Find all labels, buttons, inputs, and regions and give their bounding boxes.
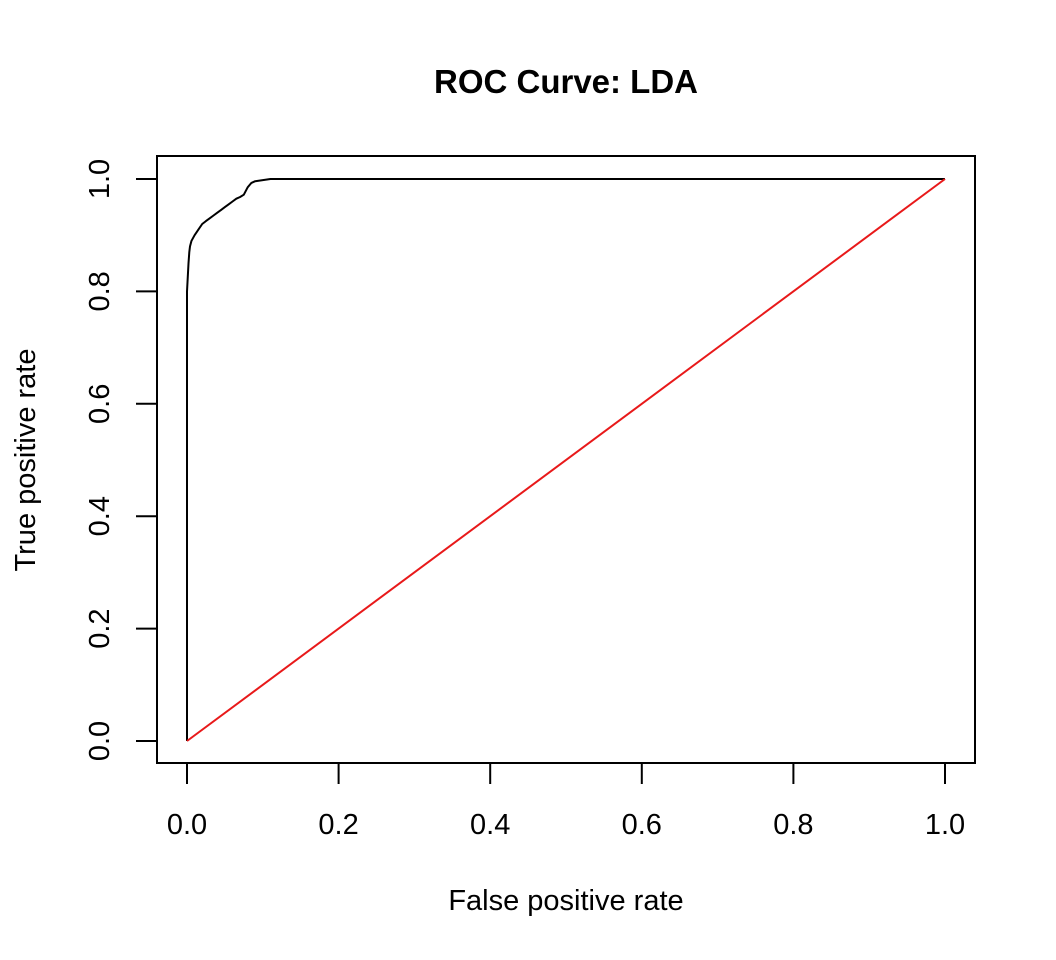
roc-curve-line bbox=[186, 178, 945, 741]
y-tick-label: 0.4 bbox=[84, 496, 116, 536]
x-tick-label: 0.8 bbox=[773, 809, 813, 841]
x-tick-label: 0.4 bbox=[470, 809, 510, 841]
y-axis: 0.0 0.2 0.4 0.6 0.8 1.0 bbox=[84, 159, 158, 761]
y-tick-label: 1.0 bbox=[84, 159, 116, 199]
x-axis: 0.0 0.2 0.4 0.6 0.8 1.0 bbox=[167, 762, 965, 841]
x-tick-label: 0.0 bbox=[167, 809, 207, 841]
x-tick-label: 0.2 bbox=[318, 809, 358, 841]
x-tick-label: 0.6 bbox=[622, 809, 662, 841]
y-tick-label: 0.2 bbox=[84, 608, 116, 648]
y-tick-label: 0.8 bbox=[84, 271, 116, 311]
chart-title: ROC Curve: LDA bbox=[434, 63, 698, 100]
x-tick-label: 1.0 bbox=[925, 809, 965, 841]
y-tick-label: 0.6 bbox=[84, 384, 116, 424]
y-axis-label: True positive rate bbox=[10, 349, 42, 572]
reference-diagonal-line bbox=[186, 178, 946, 742]
y-tick-label: 0.0 bbox=[84, 721, 116, 761]
series-layer bbox=[186, 178, 946, 742]
x-axis-label: False positive rate bbox=[448, 885, 683, 917]
